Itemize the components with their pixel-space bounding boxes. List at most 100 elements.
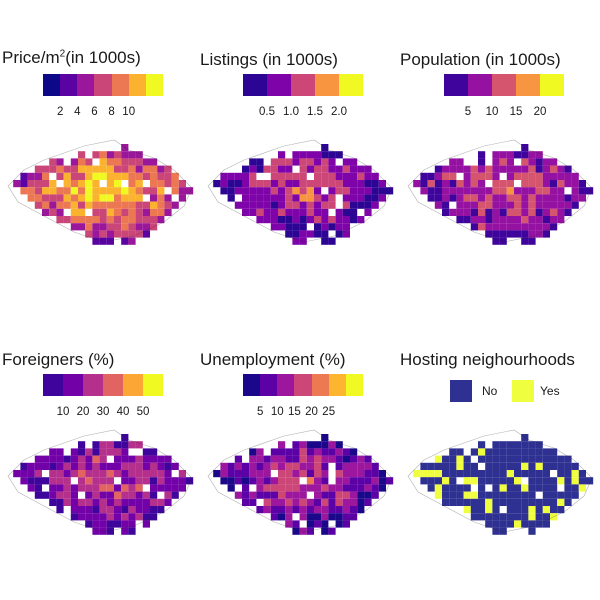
map-cell <box>557 165 565 173</box>
map-cell <box>564 172 572 180</box>
map-cell <box>321 470 329 478</box>
map-cell <box>270 180 278 188</box>
map-cell <box>121 187 129 195</box>
map-cell <box>434 201 442 209</box>
map-cell <box>78 223 86 231</box>
map-cell <box>164 462 172 470</box>
map-cell <box>342 187 350 195</box>
map-cell <box>157 484 165 492</box>
map-cell <box>434 180 442 188</box>
map-cell <box>478 470 486 478</box>
map-cell <box>434 194 442 202</box>
map-cell <box>299 462 307 470</box>
map-cell <box>550 158 558 166</box>
map-cell <box>470 462 478 470</box>
map-cell <box>49 462 57 470</box>
map-cell <box>535 448 543 456</box>
map-cell <box>121 462 129 470</box>
map-cell <box>292 180 300 188</box>
map-cell <box>114 158 122 166</box>
map-cell <box>535 455 543 463</box>
map-cell <box>335 180 343 188</box>
map-cell <box>285 520 293 528</box>
tick-label: 8 <box>108 106 115 118</box>
map-cell <box>528 477 536 485</box>
map-cell <box>564 165 572 173</box>
map-cell <box>335 441 343 449</box>
map-cell <box>521 498 529 506</box>
map-cell <box>135 165 143 173</box>
map-cell <box>321 151 329 159</box>
map-cell <box>521 462 529 470</box>
map-cell <box>63 165 71 173</box>
map-cell <box>292 187 300 195</box>
map-cell <box>285 484 293 492</box>
map-cell <box>571 491 579 499</box>
map-cell <box>263 470 271 478</box>
map-cell <box>256 470 264 478</box>
map-cell <box>263 208 271 216</box>
city-boundary <box>207 429 393 533</box>
map-cell <box>70 172 78 180</box>
map-cell <box>85 201 93 209</box>
map-cell <box>92 455 100 463</box>
map-cell <box>456 187 464 195</box>
map-cell <box>106 506 114 514</box>
map-cell <box>70 158 78 166</box>
map-cell <box>85 470 93 478</box>
map-cell <box>564 180 572 188</box>
map-cell <box>328 448 336 456</box>
map-cell <box>350 208 358 216</box>
map-cell <box>514 151 522 159</box>
map-cell <box>63 455 71 463</box>
map-cell <box>314 216 322 224</box>
map-cell <box>106 165 114 173</box>
map-cell <box>34 484 42 492</box>
map-cell <box>470 208 478 216</box>
map-cell <box>470 223 478 231</box>
panel-title: Hosting neighourhoods <box>400 350 575 369</box>
color-scale-bar <box>43 74 163 96</box>
map-cell <box>99 201 107 209</box>
map-cell <box>56 455 64 463</box>
map-cell <box>314 194 322 202</box>
map-cell <box>106 513 114 521</box>
map-cell <box>342 230 350 238</box>
map-cell <box>499 201 507 209</box>
map-cell <box>463 491 471 499</box>
map-cell <box>434 470 442 478</box>
map-cell <box>121 151 129 159</box>
map-cell <box>521 448 529 456</box>
map-cell <box>321 434 329 442</box>
map-cell <box>492 194 500 202</box>
map-cell <box>92 237 100 245</box>
map-cell <box>342 180 350 188</box>
map-cell <box>27 477 35 485</box>
map-cell <box>535 462 543 470</box>
map-cell <box>521 201 529 209</box>
map-cell <box>514 165 522 173</box>
map-cell <box>78 462 86 470</box>
map-cell <box>249 165 257 173</box>
map-cell <box>164 201 172 209</box>
map-cell <box>542 448 550 456</box>
map-cell <box>350 506 358 514</box>
map-cell <box>150 172 158 180</box>
map-cell <box>99 484 107 492</box>
map-cell <box>514 470 522 478</box>
map-cell <box>528 498 536 506</box>
map-cell <box>514 491 522 499</box>
tick-label: 5 <box>464 106 472 118</box>
map-cell <box>278 462 286 470</box>
tick-label: 1.0 <box>283 106 299 118</box>
map-cell <box>106 527 114 535</box>
map-cell <box>13 180 21 188</box>
map-cell <box>506 506 514 514</box>
map-cell <box>78 216 86 224</box>
color-step <box>294 374 312 396</box>
map-cell <box>135 151 143 159</box>
map-cell <box>470 180 478 188</box>
map-cell <box>299 187 307 195</box>
map-cell <box>499 165 507 173</box>
map-cell <box>335 165 343 173</box>
